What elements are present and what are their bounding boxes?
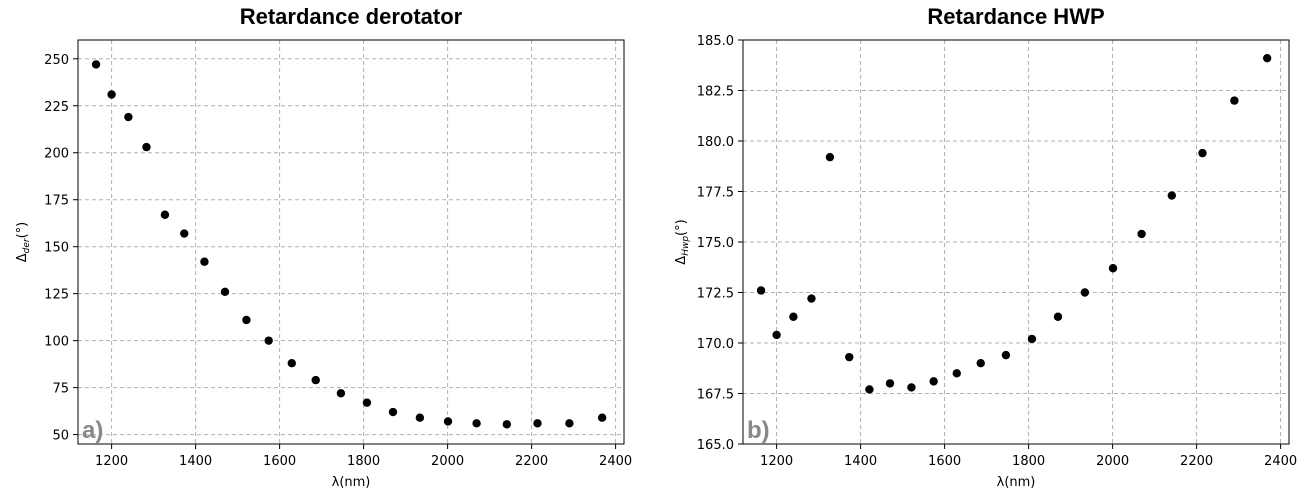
data-point [845,352,854,362]
data-point [929,377,938,386]
data-point [789,312,798,321]
data-point [311,375,320,385]
y-axis-label: Δder(°) [15,222,32,263]
data-point [472,419,481,428]
data-point [825,152,835,162]
x-tick-label: 2200 [515,454,548,469]
data-point [1027,334,1037,344]
data-point [220,287,230,296]
chart-panel-1: 1200 1400 1600 1800 2000 2200 2400 165.0 167.5 17… [674,4,1297,490]
data-point [107,90,116,99]
data-point [1167,191,1177,200]
y-tick-label: 125 [44,288,69,303]
data-point [1262,53,1272,63]
data-point [907,383,916,392]
chart-title: Retardance HWP [927,4,1104,29]
plot-frame [742,39,1290,445]
y-axis-label: ΔHwp(°) [674,219,691,264]
data-point [142,142,151,152]
data-point [1080,288,1090,297]
y-tick-label: 75 [52,382,69,397]
data-point [443,417,453,426]
data-point [160,210,170,219]
x-tick-label: 2000 [1096,454,1129,469]
panel-label: a) [82,417,103,444]
panel-label: b) [747,417,770,444]
x-tick-label: 1800 [1012,454,1045,469]
data-point [1137,229,1146,239]
x-axis-label: λ(nm) [332,475,371,490]
plot-frame [77,39,625,445]
y-tick-label: 167.5 [697,388,734,403]
data-point [1001,350,1011,360]
y-axis-label-subscript: der [22,237,32,253]
x-tick-label: 2400 [1264,454,1297,469]
data-point [756,286,766,295]
x-tick-label: 2200 [1180,454,1213,469]
data-point [287,359,296,368]
data-point [772,330,781,340]
data-point [242,315,251,325]
y-tick-label: 170.0 [697,337,734,352]
y-tick-label: 175.0 [697,236,734,251]
y-tick-label: 250 [44,53,69,68]
y-axis-label-main: Δ [15,253,30,262]
x-tick-label: 1400 [844,454,877,469]
data-point [952,369,961,378]
y-tick-label: 165.0 [697,438,734,453]
data-point [124,112,133,122]
data-point [91,60,101,69]
y-tick-label: 177.5 [697,186,734,201]
x-tick-label: 1200 [95,454,128,469]
y-tick-label: 150 [44,241,69,256]
data-point [976,359,985,368]
data-point [1108,264,1118,273]
y-axis-label-unit: (°) [15,222,30,239]
x-tick-label: 1600 [928,454,961,469]
data-point [200,257,209,266]
y-axis-label-main: Δ [674,256,689,265]
data-point [1053,312,1063,321]
y-axis-label-subscript: Hwp [681,236,691,256]
x-tick-label: 1400 [179,454,212,469]
y-tick-label: 100 [44,335,69,350]
data-point [533,419,542,428]
data-point [336,389,346,398]
x-tick-label: 1200 [760,454,793,469]
y-tick-label: 200 [44,147,69,162]
y-tick-label: 50 [52,429,69,444]
x-axis-label: λ(nm) [997,475,1036,490]
x-tick-label: 1600 [263,454,296,469]
y-tick-label: 225 [44,100,69,115]
y-tick-label: 172.5 [697,287,734,302]
data-point [807,294,816,303]
x-tick-label: 2000 [431,454,464,469]
y-tick-label: 182.5 [697,85,734,100]
data-point [415,413,425,422]
data-point [865,385,874,394]
data-point [362,398,372,407]
data-point [565,419,574,428]
y-tick-label: 180.0 [697,135,734,150]
data-point [502,420,512,429]
data-point [180,229,189,238]
x-tick-label: 1800 [347,454,380,469]
y-axis-label-unit: (°) [674,219,689,236]
x-tick-label: 2400 [599,454,632,469]
y-tick-label: 175 [44,194,69,209]
data-point [264,336,273,345]
data-point [388,407,398,417]
data-point [597,413,607,422]
y-tick-label: 185.0 [697,34,734,49]
data-point [1198,148,1207,158]
chart-panel-0: 1200 1400 1600 1800 2000 2200 2400 50 75 100 125 15… [15,4,632,490]
data-point [1230,96,1239,105]
chart-title: Retardance derotator [240,4,463,29]
data-point [885,379,895,388]
